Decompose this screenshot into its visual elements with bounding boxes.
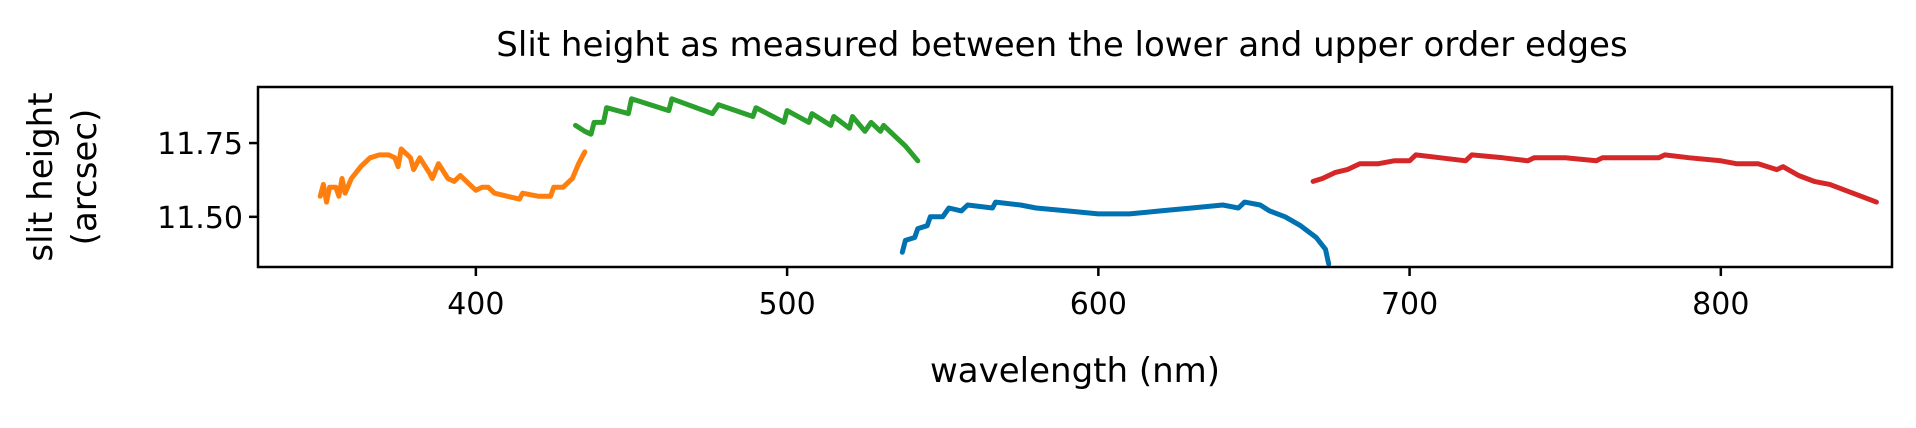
- y-axis-label: slit height (arcsec): [21, 92, 105, 261]
- y-tick-label: 11.50: [157, 201, 243, 236]
- series-line-2: [573, 96, 921, 164]
- x-tick-label: 700: [1381, 287, 1438, 322]
- y-axis-label-line-1: slit height: [21, 92, 61, 261]
- series-line-3: [899, 199, 1332, 267]
- chart-title: Slit height as measured between the lowe…: [496, 25, 1627, 65]
- x-axis-label: wavelength (nm): [930, 351, 1220, 391]
- x-tick-label: 800: [1692, 287, 1749, 322]
- series-line-1: [317, 146, 588, 205]
- x-tick-label: 400: [447, 287, 504, 322]
- x-tick-label: 600: [1070, 287, 1127, 322]
- x-axis: 400 500 600 700 800: [447, 267, 1749, 322]
- series-line-4: [1310, 152, 1879, 205]
- series-layer: [317, 96, 1879, 267]
- plot-area-frame: [256, 85, 1894, 269]
- y-axis: 11.50 11.75: [157, 127, 258, 236]
- y-axis-label-line-2: (arcsec): [65, 109, 105, 246]
- y-tick-label: 11.75: [157, 127, 243, 162]
- x-tick-label: 500: [758, 287, 815, 322]
